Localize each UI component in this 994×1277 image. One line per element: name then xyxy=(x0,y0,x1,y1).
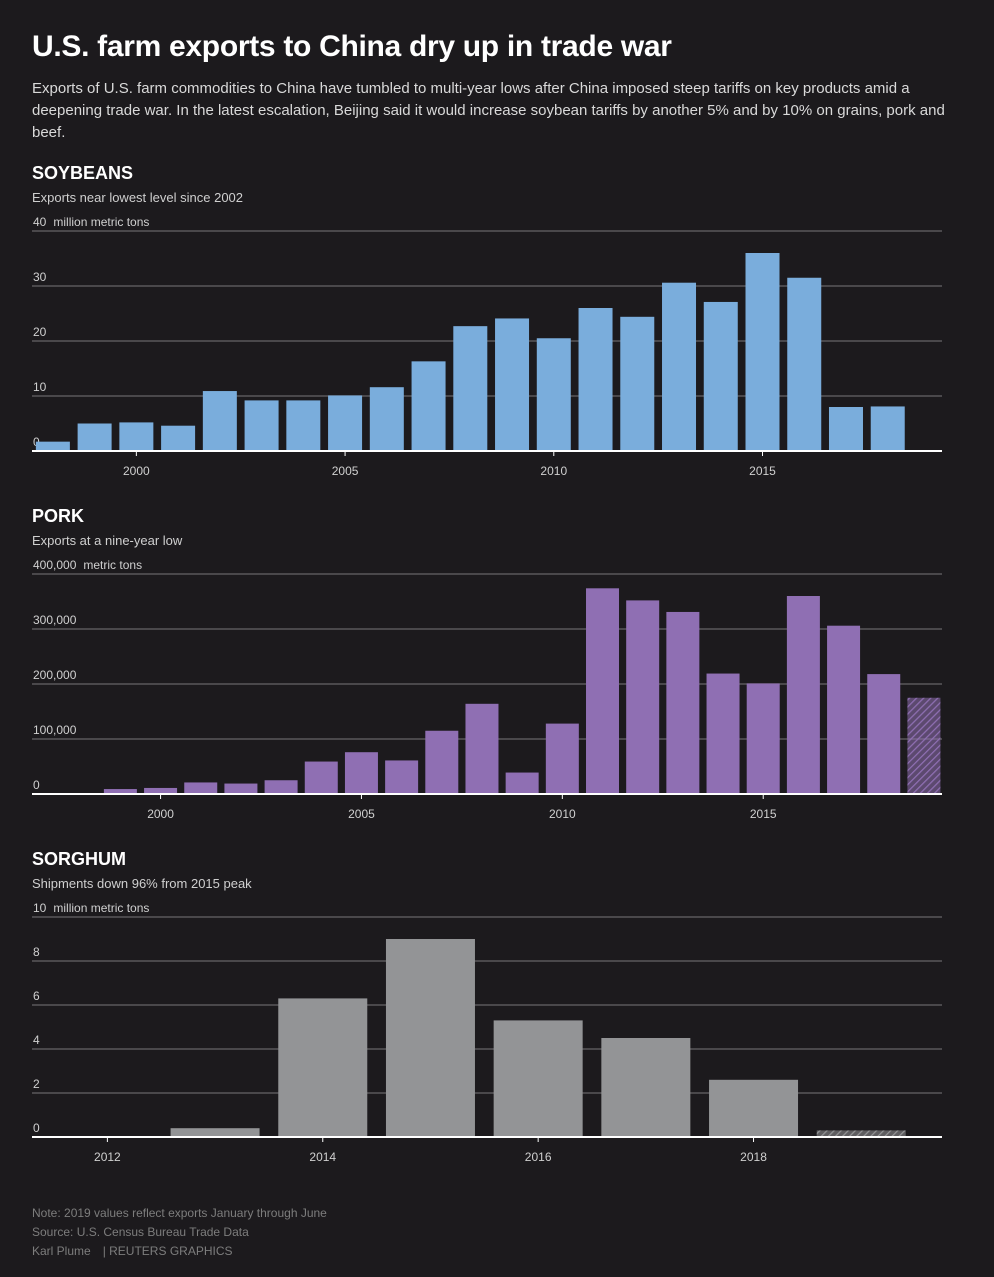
soybeans-bar-2017 xyxy=(828,407,863,451)
pork-chart-title: PORK xyxy=(32,506,85,526)
soybeans-bar-1999 xyxy=(77,423,112,451)
pork-bar-2008 xyxy=(465,703,499,794)
pork-bar-2004 xyxy=(304,761,338,794)
sorghum-xtick-label: 2018 xyxy=(740,1150,767,1164)
soybeans-bar-2006 xyxy=(369,387,404,451)
pork-xtick-label: 2005 xyxy=(348,807,375,821)
sorghum-xtick-label: 2016 xyxy=(525,1150,552,1164)
sorghum-ytick-label: 6 xyxy=(33,989,40,1003)
sorghum-ytick-label: 0 xyxy=(33,1121,40,1135)
pork-ytick-label: 200,000 xyxy=(33,668,77,682)
soybeans-ytick-label: 20 xyxy=(33,325,47,339)
soybeans-bar-2009 xyxy=(495,318,530,451)
footer-publisher: | REUTERS GRAPHICS xyxy=(102,1244,233,1258)
pork-ytick-label: 0 xyxy=(33,778,40,792)
sorghum-bar-2016 xyxy=(493,1020,583,1137)
sorghum-ytick-label: 10 million metric tons xyxy=(33,901,149,915)
footer-note: Note: 2019 values reflect exports Januar… xyxy=(32,1206,327,1220)
pork-chart-subtitle: Exports at a nine-year low xyxy=(32,533,183,548)
sorghum-bar-2015 xyxy=(385,939,475,1137)
sorghum-xtick-label: 2014 xyxy=(309,1150,336,1164)
page-title: U.S. farm exports to China dry up in tra… xyxy=(32,30,672,63)
soybeans-ytick-label: 30 xyxy=(33,270,47,284)
pork-bar-2009 xyxy=(505,772,539,794)
pork-bar-2005 xyxy=(344,752,378,794)
soybeans-chart-subtitle: Exports near lowest level since 2002 xyxy=(32,190,244,205)
sorghum-bar-2019 xyxy=(816,1130,906,1137)
soybeans-bar-2001 xyxy=(161,425,196,451)
footer-credit: Karl Plume | REUTERS GRAPHICS xyxy=(32,1244,233,1258)
soybeans-xtick-label: 2000 xyxy=(123,464,150,478)
sorghum-chart-subtitle: Shipments down 96% from 2015 peak xyxy=(32,876,252,891)
pork-bar-2016 xyxy=(786,596,820,794)
sorghum-unit-label: million metric tons xyxy=(53,901,149,915)
pork-xtick-label: 2010 xyxy=(549,807,576,821)
soybeans-bar-1998 xyxy=(35,441,70,451)
soybeans-bar-2014 xyxy=(703,301,738,451)
sorghum-bar-2014 xyxy=(278,998,368,1137)
sorghum-ytick-label: 4 xyxy=(33,1033,40,1047)
sorghum-bar-2017 xyxy=(601,1038,691,1137)
soybeans-bar-2012 xyxy=(620,316,655,451)
sorghum-chart-svg: 0 2 4 6 8 10 million metric tons 2012 2014 2016 20… xyxy=(32,901,942,1164)
soybeans-unit-label: million metric tons xyxy=(53,215,149,229)
pork-ytick-label: 400,000 metric tons xyxy=(33,558,142,572)
footer-source: Source: U.S. Census Bureau Trade Data xyxy=(32,1225,249,1239)
sorghum-bar-2018 xyxy=(709,1079,799,1137)
pork-bar-2015 xyxy=(746,683,780,794)
sorghum-xtick-label: 2012 xyxy=(94,1150,121,1164)
soybeans-bar-2011 xyxy=(578,308,613,451)
pork-bar-2013 xyxy=(666,611,700,794)
soybeans-ytick-label: 40 million metric tons xyxy=(33,215,149,229)
soybeans-bar-2002 xyxy=(202,391,237,451)
pork-bar-1999 xyxy=(103,789,137,794)
soybeans-bar-2015 xyxy=(745,253,780,451)
soybeans-chart-svg: 010203040million metric tons200020052010… xyxy=(32,215,942,478)
pork-bar-2000 xyxy=(144,787,178,794)
footer-author: Karl Plume xyxy=(32,1244,91,1258)
page-subtitle: Exports of U.S. farm commodities to Chin… xyxy=(32,80,945,141)
pork-bar-2018 xyxy=(867,674,901,794)
pork-bar-2002 xyxy=(224,783,258,794)
pork-bar-2001 xyxy=(184,782,218,794)
pork-ytick-label: 100,000 xyxy=(33,723,77,737)
soybeans-bar-2016 xyxy=(787,277,822,451)
soybeans-bar-2018 xyxy=(870,406,905,451)
soybeans-bar-2004 xyxy=(286,400,321,451)
soybeans-xtick-label: 2010 xyxy=(540,464,567,478)
soybeans-bar-2005 xyxy=(328,395,363,451)
sorghum-ytick-label: 2 xyxy=(33,1077,40,1091)
soybeans-bar-2010 xyxy=(536,338,571,451)
pork-bar-2011 xyxy=(586,588,620,794)
soybeans-bar-2000 xyxy=(119,422,154,451)
pork-bar-2006 xyxy=(385,760,419,794)
pork-bar-2014 xyxy=(706,673,740,794)
soybeans-bar-2007 xyxy=(411,361,446,451)
pork-chart-svg: 0 100,000 200,000 300,000 400,000 metric tons… xyxy=(32,558,942,821)
soybeans-ytick-label: 10 xyxy=(33,380,47,394)
sorghum-ytick-label: 8 xyxy=(33,945,40,959)
sorghum-bar-2013 xyxy=(170,1128,260,1137)
soybeans-bar-2003 xyxy=(244,400,279,451)
pork-ytick-label: 300,000 xyxy=(33,613,77,627)
pork-bar-2019 xyxy=(907,697,941,794)
soybeans-xtick-label: 2005 xyxy=(332,464,359,478)
soybeans-bar-2008 xyxy=(453,326,488,451)
pork-xtick-label: 2000 xyxy=(147,807,174,821)
soybeans-chart-title: SOYBEANS xyxy=(32,163,134,183)
pork-bar-2003 xyxy=(264,780,298,794)
soybeans-xtick-label: 2015 xyxy=(749,464,776,478)
pork-bar-2007 xyxy=(425,730,459,794)
pork-bar-2012 xyxy=(626,600,660,794)
pork-bar-2010 xyxy=(545,723,579,794)
pork-bar-2017 xyxy=(827,625,861,794)
pork-xtick-label: 2015 xyxy=(750,807,777,821)
pork-unit-label: metric tons xyxy=(83,558,142,572)
soybeans-bar-2013 xyxy=(662,282,697,451)
sorghum-chart-title: SORGHUM xyxy=(32,849,126,869)
